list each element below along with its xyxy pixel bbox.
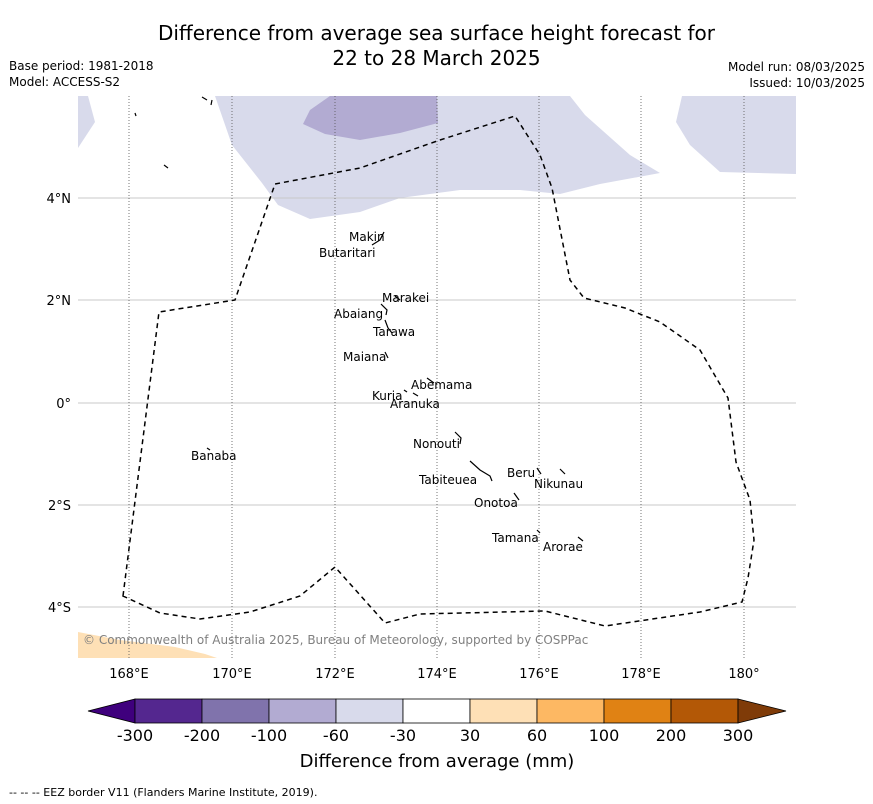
model-name: Model: ACCESS-S2 [9, 75, 121, 89]
colorbar-cell [134, 698, 203, 724]
island-label-tarawa: Tarawa [372, 325, 415, 339]
lon-tick-176e: 176°E [519, 667, 559, 682]
island-label-tamana: Tamana [491, 531, 539, 545]
colorbar-tick-label: -300 [117, 726, 153, 745]
colorbar-tick-label: -200 [184, 726, 220, 745]
lat-tick-4s: 4°S [48, 601, 71, 616]
lat-tick-labels: 4°N 2°N 0° 2°S 4°S [47, 192, 72, 616]
lat-tick-4n: 4°N [47, 192, 72, 207]
sea-level-anomaly-fill [78, 96, 796, 658]
lat-tick-2n: 2°N [47, 294, 72, 309]
island-label-abaiang: Abaiang [334, 307, 383, 321]
anomaly-region-purple [303, 96, 438, 140]
anomaly-region-lavender-east [676, 96, 796, 174]
island-label-aranuka: Aranuka [390, 397, 440, 411]
lon-gridlines [128, 96, 745, 658]
meta-left: Base period: 1981-2018 Model: ACCESS-S2 [9, 58, 154, 90]
island-label-nonouti: Nonouti [413, 437, 460, 451]
lon-tick-170e: 170°E [212, 667, 252, 682]
island-label-nikunau: Nikunau [534, 477, 583, 491]
lon-tick-labels: 168°E 170°E 172°E 174°E 176°E 178°E 180° [109, 667, 759, 682]
lat-tick-0: 0° [56, 397, 71, 412]
colorbar: -300 -200 -100 -60 -30 30 60 100 200 300 Differen… [87, 698, 787, 772]
colorbar-cell [603, 698, 672, 724]
anomaly-region-orange [78, 632, 217, 658]
island-label-banaba: Banaba [191, 449, 237, 463]
island-outlines [134, 96, 584, 542]
island-label-abemama: Abemama [411, 378, 472, 392]
colorbar-tick-label: 30 [460, 726, 480, 745]
title-line-1: Difference from average sea surface heig… [157, 21, 716, 45]
colorbar-tick-label: 60 [527, 726, 547, 745]
island-label-kuria: Kuria [372, 389, 403, 403]
colorbar-right-arrow [737, 698, 787, 724]
model-run: Model run: 08/03/2025 [727, 60, 865, 74]
map-canvas: Makin Butaritari Marakei Abaiang Tarawa … [47, 96, 796, 772]
colorbar-cell [402, 698, 471, 724]
lon-tick-180: 180° [728, 667, 759, 682]
colorbar-tick-label: 300 [723, 726, 754, 745]
anomaly-region-lavender-west [78, 96, 95, 148]
lon-tick-168e: 168°E [109, 667, 149, 682]
colorbar-tick-label: 200 [656, 726, 687, 745]
colorbar-cell [469, 698, 538, 724]
lon-tick-172e: 172°E [315, 667, 355, 682]
colorbar-cell [670, 698, 739, 724]
colorbar-cell [268, 698, 337, 724]
island-label-beru: Beru [507, 466, 535, 480]
island-label-arorae: Arorae [543, 540, 583, 554]
colorbar-cell [536, 698, 605, 724]
copyright-notice: © Commonwealth of Australia 2025, Bureau… [83, 633, 588, 647]
colorbar-tick-label: -30 [390, 726, 416, 745]
island-label-tabiteuea: Tabiteuea [418, 473, 477, 487]
colorbar-cell [201, 698, 270, 724]
eez-footnote: -- -- -- EEZ border V11 (Flanders Marine… [9, 786, 318, 799]
island-label-marakei: Marakei [382, 291, 429, 305]
lon-tick-174e: 174°E [417, 667, 457, 682]
eez-border [122, 115, 755, 627]
colorbar-title: Difference from average (mm) [300, 751, 575, 772]
lon-tick-178e: 178°E [621, 667, 661, 682]
colorbar-tick-label: 100 [589, 726, 620, 745]
lat-tick-2s: 2°S [48, 499, 71, 514]
map-title: Difference from average sea surface heig… [0, 21, 873, 71]
meta-right: Model run: 08/03/2025 Issued: 10/03/2025 [728, 59, 865, 91]
island-label-makin: Makin [349, 230, 385, 244]
island-label-butaritari: Butaritari [319, 246, 376, 260]
island-label-maiana: Maiana [343, 350, 386, 364]
issued-date: Issued: 10/03/2025 [749, 76, 865, 90]
colorbar-left-arrow [87, 698, 136, 724]
title-line-2: 22 to 28 March 2025 [332, 46, 541, 70]
island-label-onotoa: Onotoa [474, 496, 518, 510]
colorbar-tick-label: -100 [251, 726, 287, 745]
colorbar-cell [335, 698, 404, 724]
colorbar-tick-label: -60 [323, 726, 349, 745]
base-period: Base period: 1981-2018 [9, 59, 154, 73]
